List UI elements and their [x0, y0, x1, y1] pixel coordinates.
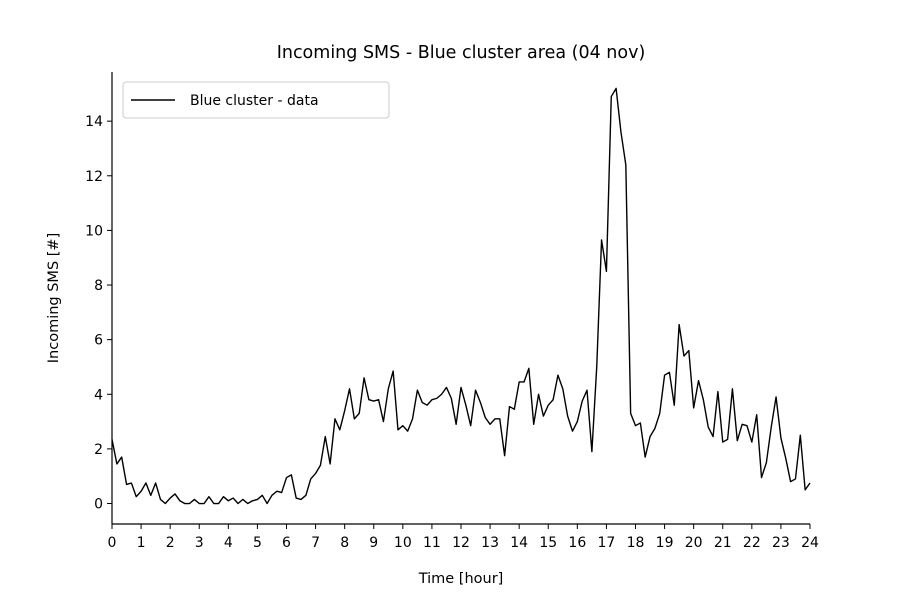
- chart-title: Incoming SMS - Blue cluster area (04 nov…: [277, 43, 646, 63]
- plot-area: [111, 87, 811, 505]
- x-tick-label: 1: [137, 535, 146, 551]
- y-tick-label: 6: [94, 333, 103, 349]
- x-tick-label: 12: [452, 535, 470, 551]
- x-tick-label: 7: [311, 535, 320, 551]
- x-tick-label: 3: [195, 535, 204, 551]
- y-tick-label: 2: [94, 442, 103, 458]
- y-tick-label: 4: [94, 387, 103, 403]
- x-tick-label: 18: [627, 535, 645, 551]
- x-tick-label: 19: [656, 535, 674, 551]
- y-tick-label: 12: [85, 169, 103, 185]
- x-tick-label: 13: [481, 535, 499, 551]
- x-axis: 0 1 2 3 4 5 6 7 8 9 10 11 12 13 14 15 16 17 18 19 20 21 22 23 24: [108, 523, 819, 551]
- x-tick-label: 4: [224, 535, 233, 551]
- x-tick-label: 2: [166, 535, 175, 551]
- y-tick-label: 10: [85, 223, 103, 239]
- x-tick-label: 14: [510, 535, 528, 551]
- legend-box: [122, 81, 390, 119]
- x-tick-group: 0 1 2 3 4 5 6 7 8 9 10 11 12 13 14 15 16 17 18 19 20 21 22 23 24: [108, 524, 819, 551]
- x-tick-label: 23: [772, 535, 790, 551]
- x-tick-label: 9: [369, 535, 378, 551]
- x-tick-label: 5: [253, 535, 262, 551]
- y-axis: 0 2 4 6 8 10 12 14: [85, 72, 113, 524]
- x-tick-label: 21: [714, 535, 732, 551]
- x-tick-label: 22: [743, 535, 761, 551]
- x-tick-label: 6: [282, 535, 291, 551]
- x-tick-label: 0: [108, 535, 117, 551]
- x-tick-label: 17: [598, 535, 616, 551]
- x-tick-label: 16: [568, 535, 586, 551]
- x-axis-label: Time [hour]: [418, 571, 504, 587]
- x-tick-label: 20: [685, 535, 703, 551]
- x-tick-label: 10: [394, 535, 412, 551]
- y-tick-group: 0 2 4 6 8 10 12 14: [85, 114, 112, 513]
- y-axis-label: Incoming SMS [#]: [46, 233, 62, 363]
- x-tick-label: 15: [539, 535, 557, 551]
- legend-label: Blue cluster - data: [190, 93, 319, 109]
- x-tick-label: 11: [423, 535, 441, 551]
- series-line: [111, 87, 811, 505]
- x-tick-label: 24: [801, 535, 819, 551]
- x-tick-label: 8: [340, 535, 349, 551]
- y-tick-label: 14: [85, 114, 103, 130]
- y-tick-label: 8: [94, 278, 103, 294]
- legend: Blue cluster - data: [122, 81, 390, 119]
- y-tick-label: 0: [94, 497, 103, 513]
